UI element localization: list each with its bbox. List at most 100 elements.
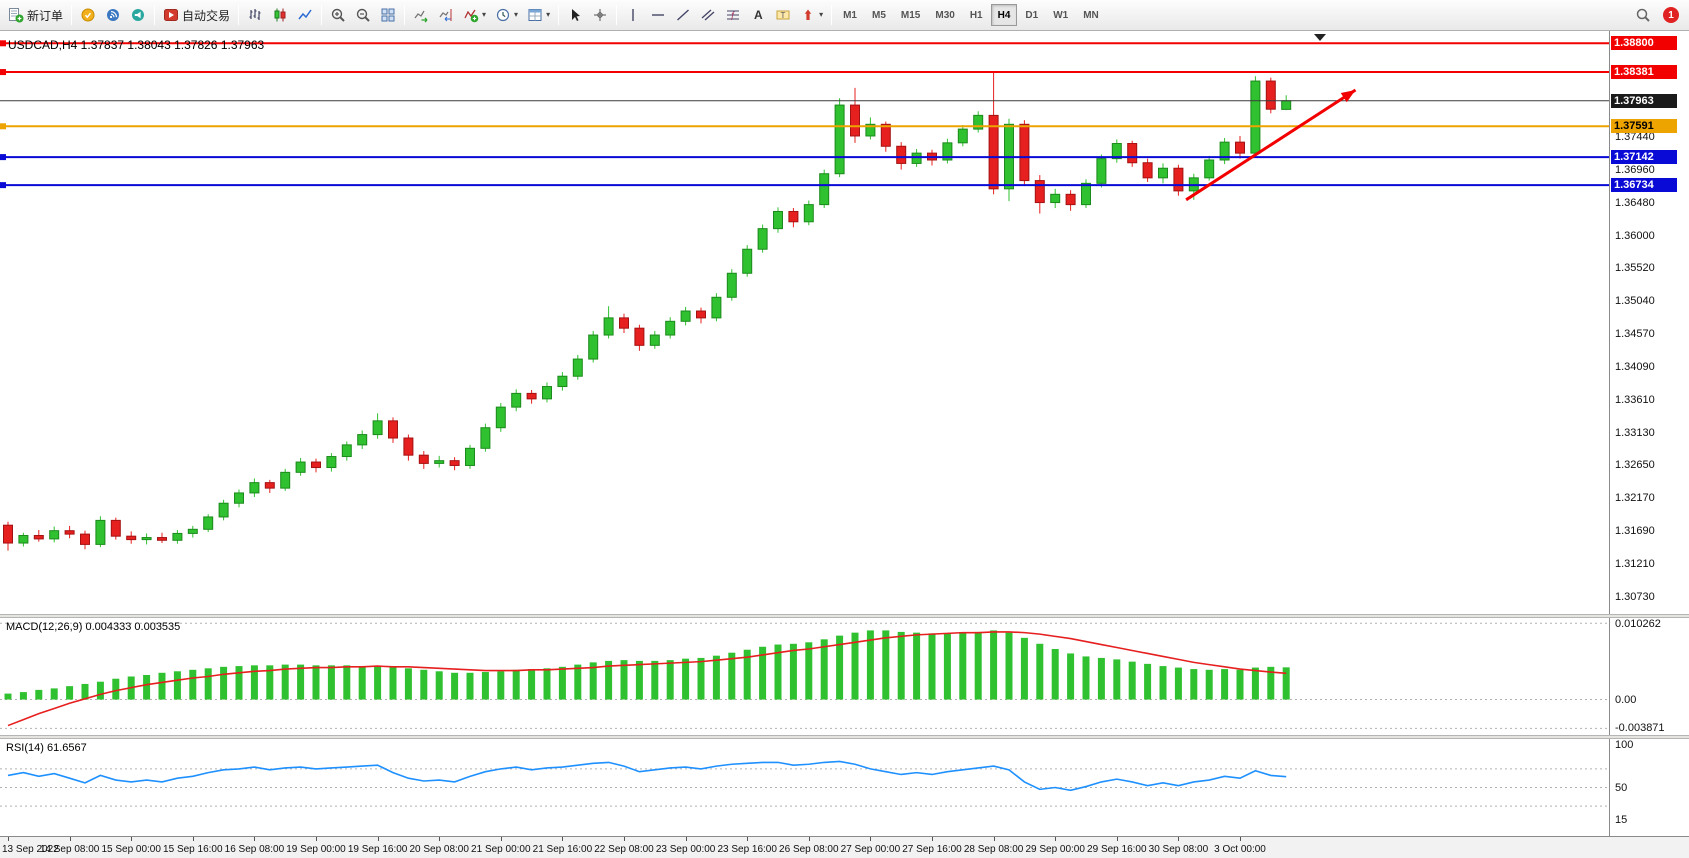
timeframe-m5[interactable]: M5 xyxy=(872,9,886,21)
timeframe-d1[interactable]: D1 xyxy=(1025,9,1039,21)
time-axis-label: 29 Sep 00:00 xyxy=(1025,844,1085,855)
community-button[interactable] xyxy=(126,3,150,27)
price-chart-plot[interactable]: USDCAD,H4 1.37837 1.38043 1.37826 1.3796… xyxy=(0,31,1610,614)
time-axis-label: 29 Sep 16:00 xyxy=(1087,844,1147,855)
text-label-button[interactable]: T xyxy=(771,3,795,27)
toolbar: 新订单 自动交易 ▾ ▾ ▾ ƒ A T ▾ M1 M5 M15 M30 H1 H4 D1 W1 MN 1 xyxy=(0,0,1689,31)
text-label-icon: T xyxy=(775,7,791,23)
toolbar-separator xyxy=(238,5,240,25)
macd-plot[interactable]: MACD(12,26,9) 0.004333 0.003535 xyxy=(0,618,1610,735)
time-axis-label: 30 Sep 08:00 xyxy=(1148,844,1209,855)
chart-shift-icon xyxy=(438,7,454,23)
search-icon xyxy=(1635,7,1651,23)
market-button[interactable] xyxy=(76,3,100,27)
candlestick-button[interactable] xyxy=(268,3,292,27)
price-tick-label: 1.34090 xyxy=(1615,360,1655,373)
horizontal-line-button[interactable] xyxy=(646,3,670,27)
autotrading-button[interactable]: 自动交易 xyxy=(159,3,234,27)
dropdown-arrow-icon: ▾ xyxy=(819,10,824,19)
macd-panel: MACD(12,26,9) 0.004333 0.003535 0.010262… xyxy=(0,618,1689,735)
crosshair-button[interactable] xyxy=(588,3,612,27)
time-tick xyxy=(685,837,687,841)
toolbar-separator xyxy=(71,5,73,25)
trendline-icon xyxy=(675,7,691,23)
fibonacci-button[interactable]: ƒ xyxy=(721,3,745,27)
timeframe-h4[interactable]: H4 xyxy=(990,4,1018,26)
time-axis-label: 21 Sep 16:00 xyxy=(532,844,593,855)
notification-badge[interactable]: 1 xyxy=(1663,7,1679,23)
toolbar-separator xyxy=(404,5,406,25)
arrow-tools-icon xyxy=(800,7,816,23)
auto-scroll-button[interactable] xyxy=(409,3,433,27)
timeframe-m15[interactable]: M15 xyxy=(900,9,921,21)
bar-chart-button[interactable] xyxy=(243,3,267,27)
price-tick-label: 1.33610 xyxy=(1615,393,1655,406)
zoom-in-button[interactable] xyxy=(326,3,350,27)
periods-button[interactable]: ▾ xyxy=(491,3,522,27)
resistance-line-1-price-label: 1.38800 xyxy=(1611,36,1677,51)
zoom-out-icon xyxy=(355,7,371,23)
support-line-1-price-label: 1.37142 xyxy=(1611,150,1677,165)
time-tick xyxy=(562,837,564,841)
vertical-line-button[interactable] xyxy=(621,3,645,27)
price-tick-label: 1.35040 xyxy=(1615,295,1655,308)
time-tick xyxy=(500,837,502,841)
tile-windows-button[interactable] xyxy=(376,3,400,27)
time-tick xyxy=(1055,837,1057,841)
templates-button[interactable]: ▾ xyxy=(523,3,554,27)
macd-scale-label: 0.010262 xyxy=(1615,618,1661,630)
time-axis-label: 27 Sep 16:00 xyxy=(902,844,962,855)
channel-button[interactable] xyxy=(696,3,720,27)
time-tick xyxy=(8,837,9,841)
time-axis-label: 13 Sep 2022 xyxy=(2,844,59,855)
toolbar-group-services xyxy=(76,3,150,27)
price-tick-label: 1.32170 xyxy=(1615,492,1655,505)
search-button[interactable] xyxy=(1631,3,1655,27)
time-tick xyxy=(932,837,933,841)
price-tick-label: 1.33130 xyxy=(1615,426,1655,439)
rsi-label: RSI(14) 61.6567 xyxy=(6,742,87,754)
svg-text:A: A xyxy=(754,8,763,22)
signals-button[interactable] xyxy=(101,3,125,27)
toolbar-separator xyxy=(616,5,618,25)
support-line-2-price-label: 1.36734 xyxy=(1611,178,1677,193)
timeframe-m30[interactable]: M30 xyxy=(935,9,955,21)
chart-shift-button[interactable] xyxy=(434,3,458,27)
price-tick-label: 1.31690 xyxy=(1615,525,1655,538)
macd-canvas xyxy=(0,622,1609,729)
panel-splitter-macd[interactable] xyxy=(0,614,1689,618)
trendline-button[interactable] xyxy=(671,3,695,27)
dropdown-arrow-icon: ▾ xyxy=(482,10,487,19)
horizontal-line-icon xyxy=(650,7,666,23)
rsi-scale-label: 15 xyxy=(1615,814,1628,827)
new-order-button-label: 新订单 xyxy=(27,8,64,23)
time-tick xyxy=(377,837,379,841)
channel-icon xyxy=(700,7,716,23)
time-tick xyxy=(1178,837,1180,841)
toolbar-group-chart-tools: ▾ ▾ ▾ xyxy=(409,3,554,27)
indicators-button[interactable]: ▾ xyxy=(459,3,490,27)
price-chart-panel: USDCAD,H4 1.37837 1.38043 1.37826 1.3796… xyxy=(0,31,1689,614)
timeframe-mn[interactable]: MN xyxy=(1083,9,1099,21)
fibonacci-icon: ƒ xyxy=(725,7,741,23)
timeframe-w1[interactable]: W1 xyxy=(1053,9,1069,21)
macd-label: MACD(12,26,9) 0.004333 0.003535 xyxy=(6,621,181,633)
time-axis[interactable]: 13 Sep 2022 14 Sep 08:00 15 Sep 00:00 15 Se… xyxy=(0,836,1689,858)
line-chart-button[interactable] xyxy=(293,3,317,27)
time-axis-label: 27 Sep 00:00 xyxy=(840,844,901,855)
rsi-plot[interactable]: RSI(14) 61.6567 xyxy=(0,739,1610,836)
timeframe-h1[interactable]: H1 xyxy=(969,9,983,21)
megaphone-icon xyxy=(130,7,146,23)
panel-splitter-rsi[interactable] xyxy=(0,735,1689,739)
text-button[interactable]: A xyxy=(746,3,770,27)
cursor-button[interactable] xyxy=(563,3,587,27)
line-chart-icon xyxy=(297,7,313,23)
price-axis[interactable]: 1.37440 1.36960 1.36480 1.36000 1.35520 1.350… xyxy=(1611,31,1689,614)
timeframe-m1[interactable]: M1 xyxy=(843,9,857,21)
arrows-button[interactable]: ▾ xyxy=(796,3,827,27)
dropdown-arrow-icon: ▾ xyxy=(514,10,519,19)
toolbar-group-cursor-tools xyxy=(563,3,612,27)
zoom-out-button[interactable] xyxy=(351,3,375,27)
new-order-button[interactable]: 新订单 xyxy=(4,3,67,27)
time-axis-label: 28 Sep 08:00 xyxy=(963,844,1024,855)
